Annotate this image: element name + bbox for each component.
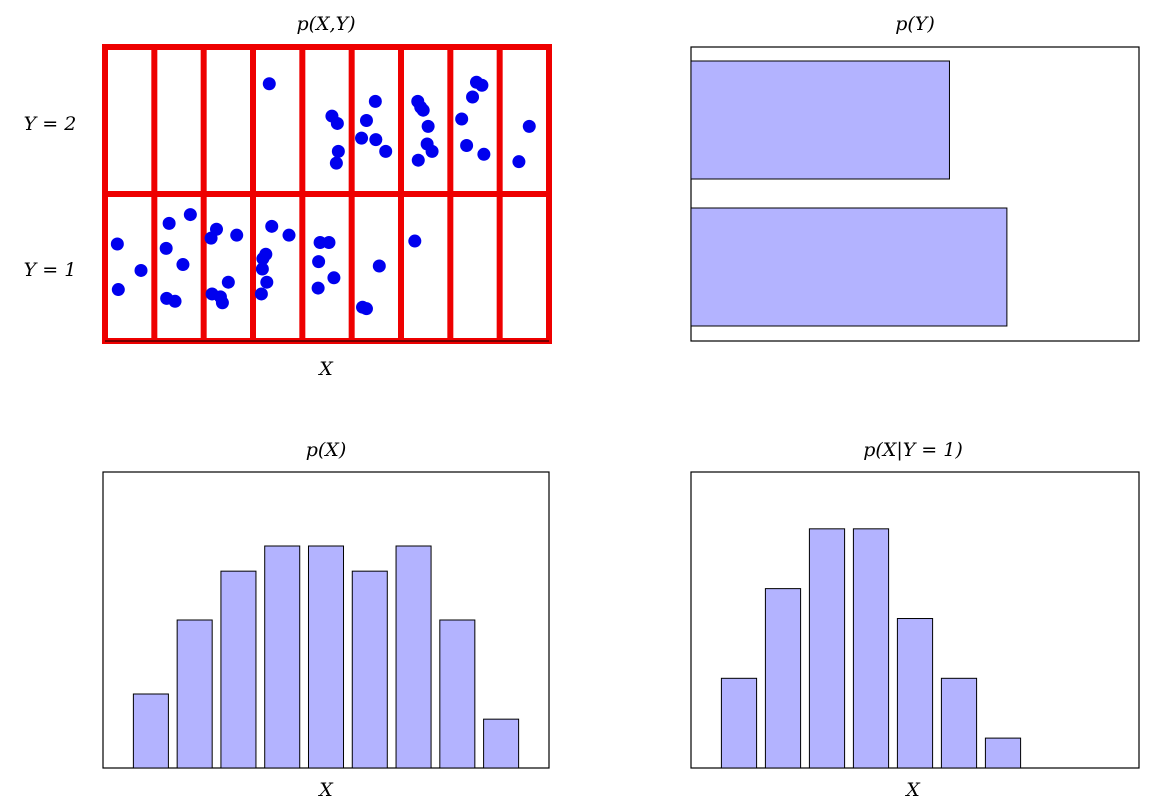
joint-data-point — [421, 119, 435, 133]
joint-data-point — [311, 281, 325, 295]
conditional-x-axis-label: X — [904, 779, 921, 801]
conditional-panel: p(X|Y = 1) X — [690, 439, 1140, 801]
marginal-x-bar — [395, 545, 432, 769]
marginal-x-bar — [132, 693, 169, 769]
marginal-x-title: p(X) — [306, 439, 347, 461]
marginal-x-bar — [220, 570, 257, 769]
marginal-x-bar — [483, 718, 520, 769]
joint-data-point — [260, 275, 274, 289]
joint-data-point — [477, 147, 491, 161]
joint-data-point — [512, 155, 526, 169]
joint-data-point — [522, 119, 536, 133]
joint-data-point — [313, 236, 327, 250]
joint-data-point — [183, 208, 197, 222]
marginal-x-panel: p(X) X — [102, 439, 550, 801]
joint-x-axis-label: X — [317, 358, 334, 380]
joint-data-point — [209, 222, 223, 236]
marginal-x-plot-area — [102, 471, 550, 769]
joint-data-point — [159, 241, 173, 255]
conditional-bar — [984, 737, 1022, 769]
joint-data-point — [416, 103, 430, 117]
conditional-bar — [764, 588, 802, 769]
joint-data-point — [312, 255, 326, 269]
joint-plot-area — [102, 44, 552, 344]
joint-data-point — [369, 133, 383, 147]
marginal-x-bar — [264, 545, 301, 769]
marginal-y-bar — [690, 207, 1008, 327]
joint-data-point — [215, 296, 229, 310]
joint-data-point — [230, 228, 244, 242]
conditional-title: p(X|Y = 1) — [863, 439, 963, 461]
joint-data-point — [425, 144, 439, 158]
joint-data-point — [379, 144, 393, 158]
joint-data-point — [254, 287, 268, 301]
marginal-x-bar — [307, 545, 345, 769]
joint-data-point — [372, 259, 386, 273]
joint-data-point — [359, 114, 373, 127]
joint-data-point — [110, 237, 124, 251]
conditional-bar — [808, 528, 846, 769]
joint-data-point — [282, 228, 296, 242]
joint-data-point — [408, 234, 422, 248]
joint-data-point — [265, 219, 279, 233]
joint-data-point — [134, 263, 148, 277]
marginal-x-bar — [176, 619, 213, 769]
joint-data-point — [168, 294, 182, 308]
joint-data-point — [460, 138, 474, 152]
joint-data-point — [255, 262, 269, 276]
joint-panel: p(X,Y) Y = 2 Y = 1 X — [24, 13, 552, 380]
joint-y-tick-label-1: Y = 1 — [24, 259, 77, 281]
marginal-y-bar — [690, 60, 950, 180]
joint-data-point — [322, 236, 336, 250]
conditional-plot-area — [690, 471, 1140, 769]
joint-data-point — [368, 94, 382, 108]
joint-data-point — [455, 112, 469, 126]
joint-data-point — [330, 116, 344, 130]
conditional-bar — [896, 618, 934, 769]
marginal-x-bar — [351, 570, 388, 769]
marginal-y-title: p(Y) — [895, 13, 935, 35]
marginal-y-plot-area — [690, 46, 1140, 342]
joint-title: p(X,Y) — [296, 13, 355, 35]
marginal-x-x-axis-label: X — [317, 779, 334, 801]
joint-data-point — [355, 131, 369, 145]
joint-data-point — [411, 153, 425, 167]
conditional-bar — [852, 528, 890, 769]
joint-data-point — [259, 247, 273, 261]
joint-y-tick-label-2: Y = 2 — [24, 113, 77, 135]
conditional-bar — [720, 677, 758, 769]
joint-data-point — [329, 156, 343, 170]
marginal-y-panel: p(Y) — [690, 13, 1140, 342]
joint-data-point — [475, 78, 489, 92]
joint-data-point — [262, 77, 276, 91]
joint-data-point — [162, 216, 176, 230]
marginal-x-bar — [439, 619, 476, 769]
joint-data-point — [327, 271, 341, 285]
joint-data-point — [466, 90, 480, 104]
joint-data-point — [176, 258, 190, 272]
joint-data-point — [221, 275, 235, 289]
conditional-bar — [940, 677, 978, 769]
joint-data-point — [111, 283, 125, 297]
joint-data-point — [359, 302, 373, 316]
joint-data-point — [331, 144, 345, 158]
